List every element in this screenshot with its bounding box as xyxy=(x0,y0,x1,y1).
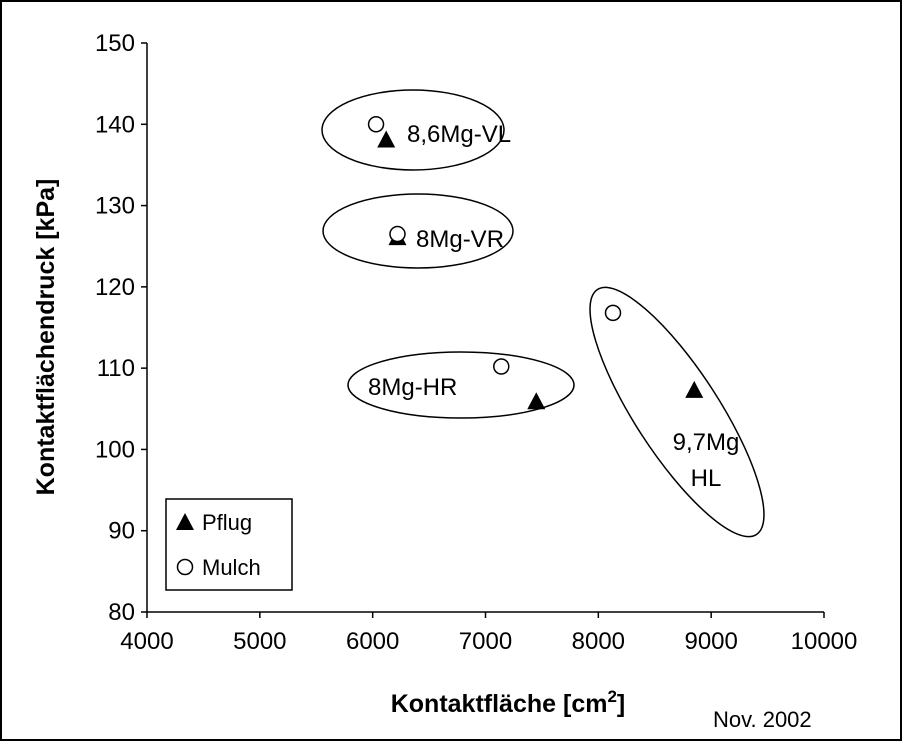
group-label-8mg-hr: 8Mg-HR xyxy=(368,374,457,401)
group-label-9-7mg-hl-line1: 9,7Mg xyxy=(673,429,740,456)
data-point-mulch xyxy=(604,304,622,322)
legend: Pflug Mulch xyxy=(165,498,293,591)
data-point-pflug xyxy=(527,392,546,410)
y-tick-label: 80 xyxy=(108,599,135,626)
y-axis-title: Kontaktflächendruck [kPa] xyxy=(32,179,60,496)
group-label-9-7mg-hl-line2: HL xyxy=(691,465,722,492)
x-axis-title-end: ] xyxy=(617,690,625,718)
y-tick-label: 130 xyxy=(95,193,135,220)
y-tick-label: 90 xyxy=(108,518,135,545)
date-note: Nov. 2002 xyxy=(713,707,812,732)
x-axis-title-main: Kontaktfläche [cm xyxy=(391,690,608,718)
points-layer xyxy=(367,116,704,410)
legend-marker-pflug xyxy=(176,513,194,530)
legend-marker-mulch xyxy=(176,558,194,576)
y-tick-label: 120 xyxy=(95,274,135,301)
x-tick-label: 5000 xyxy=(233,628,286,655)
group-ellipse-8mg-hr xyxy=(347,351,575,419)
y-tick-label: 140 xyxy=(95,111,135,138)
data-point-pflug xyxy=(685,380,704,398)
group-ellipse-9-7mg-hl xyxy=(589,286,765,538)
x-tick-label: 10000 xyxy=(791,628,858,655)
tick-layer: 4000 5000 6000 7000 8000 9000 10000 80 90 100 110 1… xyxy=(95,30,857,655)
data-point-pflug xyxy=(377,130,396,148)
data-point-mulch xyxy=(367,116,385,133)
group-label-8mg-vr: 8Mg-VR xyxy=(416,226,504,253)
x-tick-label: 9000 xyxy=(684,628,737,655)
x-tick-label: 8000 xyxy=(572,628,625,655)
y-tick-label: 110 xyxy=(97,355,135,382)
x-tick-label: 4000 xyxy=(120,628,173,655)
x-axis-title: Kontaktfläche [cm2] xyxy=(391,687,626,718)
legend-label-pflug: Pflug xyxy=(202,510,252,535)
x-axis-title-superscript: 2 xyxy=(607,687,616,706)
legend-label-mulch: Mulch xyxy=(202,555,261,580)
group-label-8-6mg-vl: 8,6Mg-VL xyxy=(407,121,511,148)
data-point-mulch xyxy=(389,225,406,243)
legend-box xyxy=(165,498,293,591)
x-tick-label: 6000 xyxy=(346,628,399,655)
y-tick-label: 100 xyxy=(95,436,135,463)
group-ellipse-8-6mg-vl xyxy=(321,89,505,171)
x-tick-label: 7000 xyxy=(459,628,512,655)
group-ellipse-8mg-vr xyxy=(322,193,514,269)
y-tick-label: 150 xyxy=(95,30,135,57)
data-point-mulch xyxy=(493,358,510,375)
